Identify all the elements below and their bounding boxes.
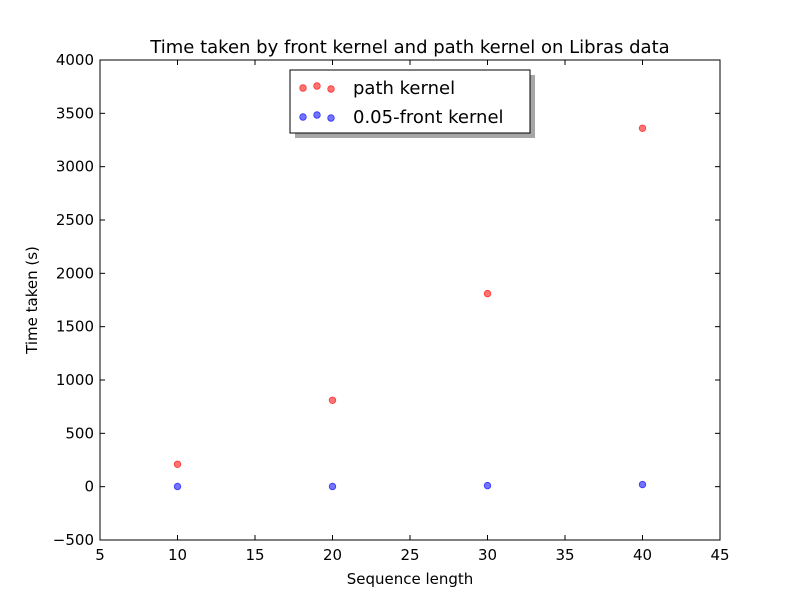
x-tick-label: 15 — [245, 546, 264, 564]
x-tick-label: 25 — [400, 546, 419, 564]
y-tick-label: 4000 — [56, 51, 94, 69]
y-tick-label: 3000 — [56, 158, 94, 176]
data-point-path-kernel — [328, 396, 337, 404]
y-tick-label: 3500 — [56, 104, 94, 122]
axes-frame — [99, 59, 721, 541]
legend-marker — [299, 84, 307, 92]
legend-frame — [289, 69, 531, 134]
x-tick-label: 5 — [95, 546, 105, 564]
x-tick-label: 35 — [555, 546, 574, 564]
legend-marker — [327, 85, 335, 93]
x-tick-label: 10 — [168, 546, 187, 564]
x-tick-label: 45 — [710, 546, 729, 564]
x-tick-label: 30 — [478, 546, 497, 564]
x-axis-label: Sequence length — [347, 570, 474, 588]
y-tick-label: 1000 — [56, 371, 94, 389]
y-tick-label: 2000 — [56, 264, 94, 282]
plot-area: 5 10 15 20 25 30 35 40 45 −500 0 500 1000 1500 2000 250… — [53, 51, 730, 564]
legend-marker — [299, 113, 307, 121]
y-tick-label: −500 — [53, 531, 94, 549]
chart-title: Time taken by front kernel and path kern… — [149, 37, 669, 58]
y-tick-label: 500 — [65, 424, 94, 442]
data-point-front-kernel — [328, 482, 337, 491]
legend-label: 0.05-front kernel — [353, 107, 504, 128]
y-tick-label: 2500 — [56, 211, 94, 229]
data-point-path-kernel — [173, 460, 182, 468]
legend: path kernel 0.05-front kernel — [289, 69, 535, 138]
legend-marker — [327, 114, 335, 122]
x-tick-label: 20 — [323, 546, 342, 564]
y-tick-label: 1500 — [56, 318, 94, 336]
x-tick-label: 40 — [633, 546, 652, 564]
data-point-path-kernel — [483, 289, 492, 298]
data-point-path-kernel — [638, 124, 647, 132]
legend-label: path kernel — [353, 78, 455, 99]
y-tick-label: 0 — [84, 478, 94, 496]
y-axis-label: Time taken (s) — [23, 246, 41, 355]
data-point-front-kernel — [638, 480, 647, 489]
data-point-front-kernel — [173, 482, 182, 491]
legend-marker — [313, 82, 321, 90]
legend-marker — [313, 111, 321, 119]
data-point-front-kernel — [483, 481, 492, 490]
